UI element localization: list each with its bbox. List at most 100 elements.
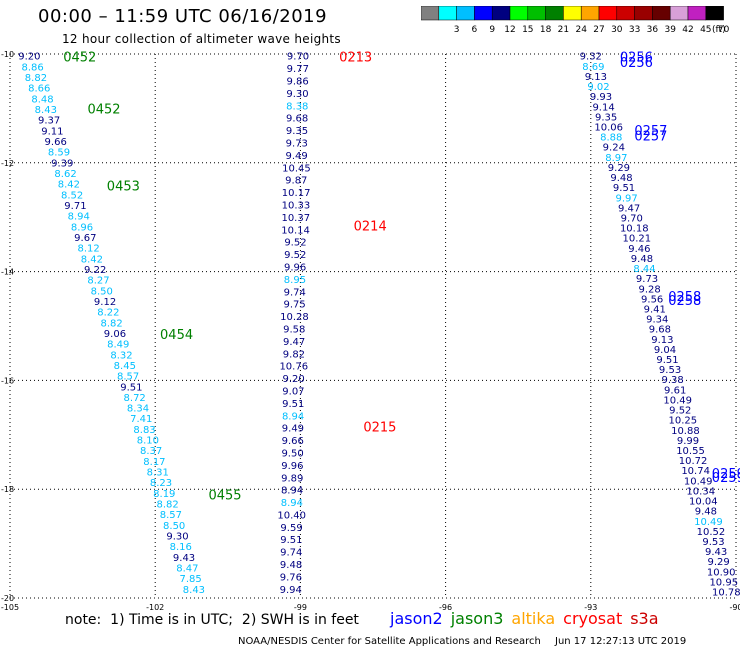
color-bin-label: 70	[718, 25, 730, 34]
time-label: 0257	[634, 130, 667, 145]
wave-height-label: 8.69	[582, 62, 604, 73]
wave-height-label: 8.94	[282, 411, 304, 422]
legend-item-altika: altika	[511, 609, 556, 628]
wave-height-label: 10.52	[697, 527, 726, 538]
color-bin-label: 36	[647, 25, 659, 34]
wave-height-label: 8.44	[633, 264, 655, 275]
wave-height-label: 10.45	[282, 163, 311, 174]
wave-height-label: 9.53	[702, 537, 724, 548]
chart-subtitle: 12 hour collection of altimeter wave hei…	[62, 32, 341, 46]
wave-height-label: 10.06	[594, 122, 623, 133]
wave-height-label: 8.86	[22, 62, 44, 73]
wave-height-label: 8.96	[71, 222, 93, 233]
legend-item-cryosat: cryosat	[563, 609, 623, 628]
time-label: 0259	[712, 471, 740, 486]
wave-height-label: 9.67	[74, 233, 96, 244]
wave-height-label: 9.48	[280, 560, 302, 571]
wave-height-label: 9.13	[585, 72, 607, 83]
color-bin-label: 3	[454, 25, 460, 34]
wave-height-label: 9.11	[41, 126, 63, 137]
time-label: 0452	[63, 51, 96, 66]
generation-timestamp: Jun 17 12:27:13 UTC 2019	[555, 636, 687, 647]
color-bin-label: 12	[504, 25, 515, 34]
wave-height-label: 8.94	[281, 486, 303, 497]
wave-height-label: 9.29	[608, 163, 630, 174]
wave-height-label: 9.75	[283, 300, 305, 311]
wave-height-label: 9.52	[669, 406, 691, 417]
wave-height-label: 8.12	[77, 244, 99, 255]
wave-height-label: 9.51	[656, 355, 678, 366]
wave-height-label: 9.87	[285, 176, 307, 187]
wave-height-label: 9.99	[677, 436, 699, 447]
wave-height-label: 8.23	[150, 478, 172, 489]
color-bin-16	[705, 6, 724, 21]
y-tick-label: -10	[1, 50, 14, 59]
wave-height-label: 9.22	[84, 265, 106, 276]
wave-height-label: 9.48	[631, 254, 653, 265]
color-bin-label: 6	[472, 25, 478, 34]
wave-height-label: 10.04	[689, 497, 718, 508]
wave-height-label: 8.38	[286, 101, 308, 112]
wave-height-label: 9.51	[613, 183, 635, 194]
wave-height-label: 10.18	[620, 224, 649, 235]
time-label: 0256	[620, 51, 653, 66]
wave-height-label: 8.37	[140, 446, 162, 457]
wave-height-label: 8.49	[107, 340, 129, 351]
wave-height-label: 8.50	[163, 521, 185, 532]
color-bin-label: 18	[540, 25, 552, 34]
wave-height-label: 9.97	[615, 193, 637, 204]
wave-height-label: 10.34	[686, 486, 715, 497]
wave-height-label: 9.24	[603, 143, 625, 154]
wave-height-label: 8.45	[114, 361, 136, 372]
wave-height-label: 9.30	[286, 89, 308, 100]
wave-height-label: 10.28	[280, 312, 309, 323]
time-label: 0455	[208, 489, 241, 504]
wave-height-label: 8.34	[127, 404, 149, 415]
wave-height-label: 9.02	[587, 82, 609, 93]
wave-height-label: 10.78	[712, 588, 740, 599]
x-tick-label: -99	[294, 603, 307, 612]
wave-height-label: 8.57	[160, 510, 182, 521]
wave-height-label: 8.83	[133, 425, 155, 436]
wave-height-label: 9.06	[104, 329, 126, 340]
wave-height-label: 9.53	[659, 365, 681, 376]
wave-height-label: 8.22	[97, 308, 119, 319]
wave-height-label: 10.37	[281, 213, 310, 224]
color-scale-unit: (ft)	[712, 25, 726, 34]
color-bin-label: 21	[558, 25, 569, 34]
wave-height-label: 9.77	[287, 64, 309, 75]
color-bin-label: 39	[664, 25, 676, 34]
wave-height-label: 9.29	[708, 557, 730, 568]
time-label: 0214	[354, 219, 387, 234]
wave-height-label: 8.48	[31, 94, 53, 105]
wave-height-label: 9.66	[45, 137, 67, 148]
time-label: 0215	[363, 421, 396, 436]
time-label: 0453	[107, 180, 140, 195]
wave-height-label: 8.43	[35, 105, 57, 116]
wave-height-label: 8.17	[143, 457, 165, 468]
wave-height-label: 8.57	[117, 372, 139, 383]
y-tick-label: -12	[1, 159, 14, 168]
wave-height-label: 8.82	[101, 318, 123, 329]
wave-height-label: 9.71	[64, 201, 86, 212]
wave-height-label: 8.42	[58, 180, 80, 191]
wave-height-label: 9.14	[592, 102, 614, 113]
wave-height-label: 10.49	[694, 517, 723, 528]
wave-height-label: 9.41	[644, 304, 666, 315]
wave-height-label: 8.31	[147, 468, 169, 479]
wave-height-label: 9.48	[695, 507, 717, 518]
wave-height-label: 9.38	[661, 375, 683, 386]
wave-height-label: 9.61	[664, 385, 686, 396]
wave-height-label: 9.35	[595, 112, 617, 123]
wave-height-label: 9.30	[166, 532, 188, 543]
wave-height-label: 9.32	[580, 52, 602, 63]
wave-height-label: 9.52	[284, 250, 306, 261]
wave-height-label: 8.42	[81, 254, 103, 265]
wave-height-label: 9.46	[628, 244, 650, 255]
wave-height-label: 10.72	[679, 456, 708, 467]
wave-height-label: 8.19	[153, 489, 175, 500]
wave-height-label: 8.59	[48, 148, 70, 159]
wave-height-label: 9.59	[280, 523, 302, 534]
wave-height-label: 9.70	[287, 52, 309, 63]
color-bin-label: 42	[682, 25, 693, 34]
